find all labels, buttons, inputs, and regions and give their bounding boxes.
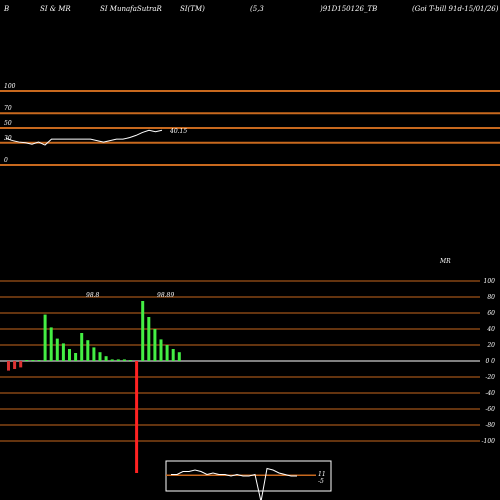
mr-bar-0 — [7, 361, 10, 371]
mr-bar-9 — [61, 343, 65, 361]
mr-annotation-2: 98.89 — [157, 292, 174, 299]
mr-bar-26 — [165, 345, 169, 361]
mr-bar-28 — [177, 352, 181, 361]
mr-bar-27 — [171, 349, 175, 361]
mr-bar-20 — [129, 360, 132, 361]
mr-bar-22 — [141, 301, 145, 361]
header-cell-4: SI(TM) — [180, 5, 205, 13]
header-cell-3: SI MunafaSutraR — [100, 5, 162, 13]
mr-bar-12 — [80, 333, 84, 361]
mini-tick-neg5: -5 — [318, 478, 324, 485]
rsi-tick-70: 70 — [4, 105, 12, 112]
rsi-tick-0: 0 — [4, 157, 8, 164]
mr-tick-0: 0 0 — [485, 358, 495, 365]
mr-bar-8 — [55, 338, 59, 361]
mr-bar-7 — [49, 327, 53, 361]
header-cell-6: )91D150126_TB — [320, 5, 378, 13]
mr-bar-1 — [13, 361, 17, 369]
mr-bar-10 — [68, 349, 71, 361]
mr-bar-2 — [19, 361, 23, 368]
mr-tick-100: 100 — [484, 278, 496, 285]
mr-bar-11 — [74, 353, 78, 361]
mr-bar-6 — [43, 314, 47, 361]
mr-tick--20: -20 — [485, 374, 495, 381]
mr-bar-23 — [147, 317, 151, 361]
mr-bar-4 — [31, 360, 35, 361]
mr-bar-5 — [37, 360, 41, 361]
rsi-last-value-label: 40.15 — [169, 128, 187, 135]
rsi-tick-30: 30 — [4, 135, 12, 142]
mr-tick-80: 80 — [487, 294, 495, 301]
header-cell-2: SI & MR — [40, 5, 71, 13]
header-cell-7: (Goi T-bill 91d-15/01/26) M — [412, 5, 500, 13]
mr-tick-20: 20 — [486, 342, 495, 349]
rsi-line — [5, 129, 163, 146]
mr-bar-3 — [25, 360, 29, 361]
mr-tick--40: -40 — [485, 390, 495, 397]
mr-tick--60: -60 — [485, 406, 495, 413]
mr-bar-16 — [104, 356, 108, 361]
mr-tick--80: -80 — [485, 422, 495, 429]
mr-bar-17 — [110, 359, 114, 361]
header-cell-1: B — [4, 5, 10, 13]
mr-bar-25 — [159, 339, 163, 361]
header-cell-5: (5,3 — [250, 5, 264, 13]
rsi-tick-50: 50 — [4, 120, 12, 127]
mr-bar-21 — [135, 361, 139, 473]
mr-tick-40: 40 — [486, 326, 495, 333]
mr-bar-13 — [86, 340, 90, 361]
mr-bar-14 — [92, 347, 96, 361]
mr-bar-15 — [98, 352, 102, 361]
mr-title: MR — [439, 258, 451, 265]
mr-annotation-1: 98.8 — [86, 292, 100, 299]
mr-bar-19 — [122, 359, 126, 361]
mr-tick-60: 60 — [487, 310, 495, 317]
mr-bar-18 — [116, 359, 120, 361]
mr-bar-24 — [153, 329, 157, 361]
rsi-tick-100: 100 — [4, 83, 16, 90]
mini-line — [171, 467, 297, 500]
mini-tick-11: 11 — [318, 471, 326, 478]
mr-tick--100: -100 — [482, 438, 496, 445]
